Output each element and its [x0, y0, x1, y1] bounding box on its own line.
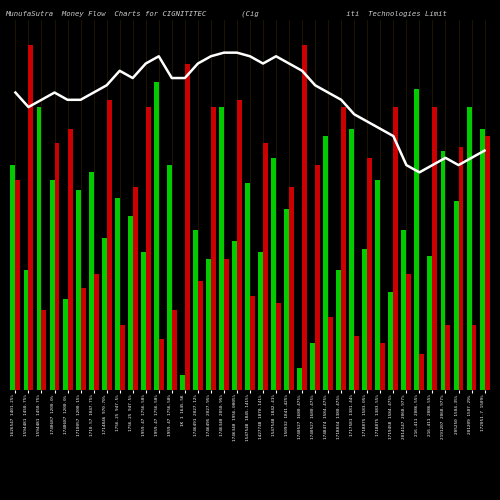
- Bar: [289, 187, 294, 390]
- Bar: [414, 89, 420, 390]
- Bar: [146, 107, 150, 390]
- Bar: [432, 107, 438, 390]
- Bar: [466, 107, 471, 390]
- Bar: [16, 180, 20, 390]
- Bar: [336, 270, 341, 390]
- Bar: [10, 165, 16, 390]
- Bar: [284, 208, 289, 390]
- Bar: [114, 198, 119, 390]
- Bar: [132, 187, 138, 390]
- Bar: [62, 300, 68, 390]
- Bar: [94, 274, 98, 390]
- Bar: [263, 144, 268, 390]
- Bar: [380, 343, 386, 390]
- Bar: [232, 242, 237, 390]
- Bar: [276, 303, 281, 390]
- Bar: [141, 252, 146, 390]
- Bar: [302, 46, 307, 390]
- Bar: [354, 336, 359, 390]
- Bar: [480, 129, 484, 390]
- Bar: [36, 107, 42, 390]
- Bar: [245, 183, 250, 390]
- Bar: [159, 339, 164, 390]
- Bar: [224, 260, 229, 390]
- Bar: [454, 202, 458, 390]
- Bar: [102, 238, 106, 390]
- Bar: [180, 376, 185, 390]
- Bar: [328, 318, 333, 390]
- Bar: [250, 296, 255, 390]
- Bar: [42, 310, 46, 390]
- Bar: [446, 324, 450, 390]
- Bar: [394, 107, 398, 390]
- Bar: [24, 270, 28, 390]
- Bar: [50, 180, 54, 390]
- Bar: [68, 129, 72, 390]
- Bar: [211, 107, 216, 390]
- Bar: [297, 368, 302, 390]
- Bar: [198, 281, 203, 390]
- Bar: [271, 158, 276, 390]
- Bar: [376, 180, 380, 390]
- Bar: [185, 64, 190, 390]
- Bar: [172, 310, 177, 390]
- Text: MunufaSutra  Money Flow  Charts for CIGNITITEC        (Cig                    it: MunufaSutra Money Flow Charts for CIGNIT…: [5, 10, 447, 18]
- Bar: [406, 274, 412, 390]
- Bar: [440, 150, 446, 390]
- Bar: [258, 252, 263, 390]
- Bar: [362, 248, 368, 390]
- Bar: [323, 136, 328, 390]
- Bar: [154, 82, 159, 390]
- Bar: [80, 288, 86, 390]
- Bar: [206, 260, 211, 390]
- Bar: [237, 100, 242, 390]
- Bar: [420, 354, 424, 390]
- Bar: [350, 129, 354, 390]
- Bar: [428, 256, 432, 390]
- Bar: [315, 165, 320, 390]
- Bar: [128, 216, 132, 390]
- Bar: [167, 165, 172, 390]
- Bar: [484, 136, 490, 390]
- Bar: [219, 107, 224, 390]
- Bar: [310, 343, 315, 390]
- Bar: [472, 324, 476, 390]
- Bar: [28, 46, 34, 390]
- Bar: [88, 172, 94, 390]
- Bar: [120, 324, 124, 390]
- Bar: [193, 230, 198, 390]
- Bar: [458, 147, 464, 390]
- Bar: [76, 190, 80, 390]
- Bar: [402, 230, 406, 390]
- Bar: [368, 158, 372, 390]
- Bar: [54, 144, 60, 390]
- Bar: [341, 107, 346, 390]
- Bar: [388, 292, 394, 390]
- Bar: [106, 100, 112, 390]
